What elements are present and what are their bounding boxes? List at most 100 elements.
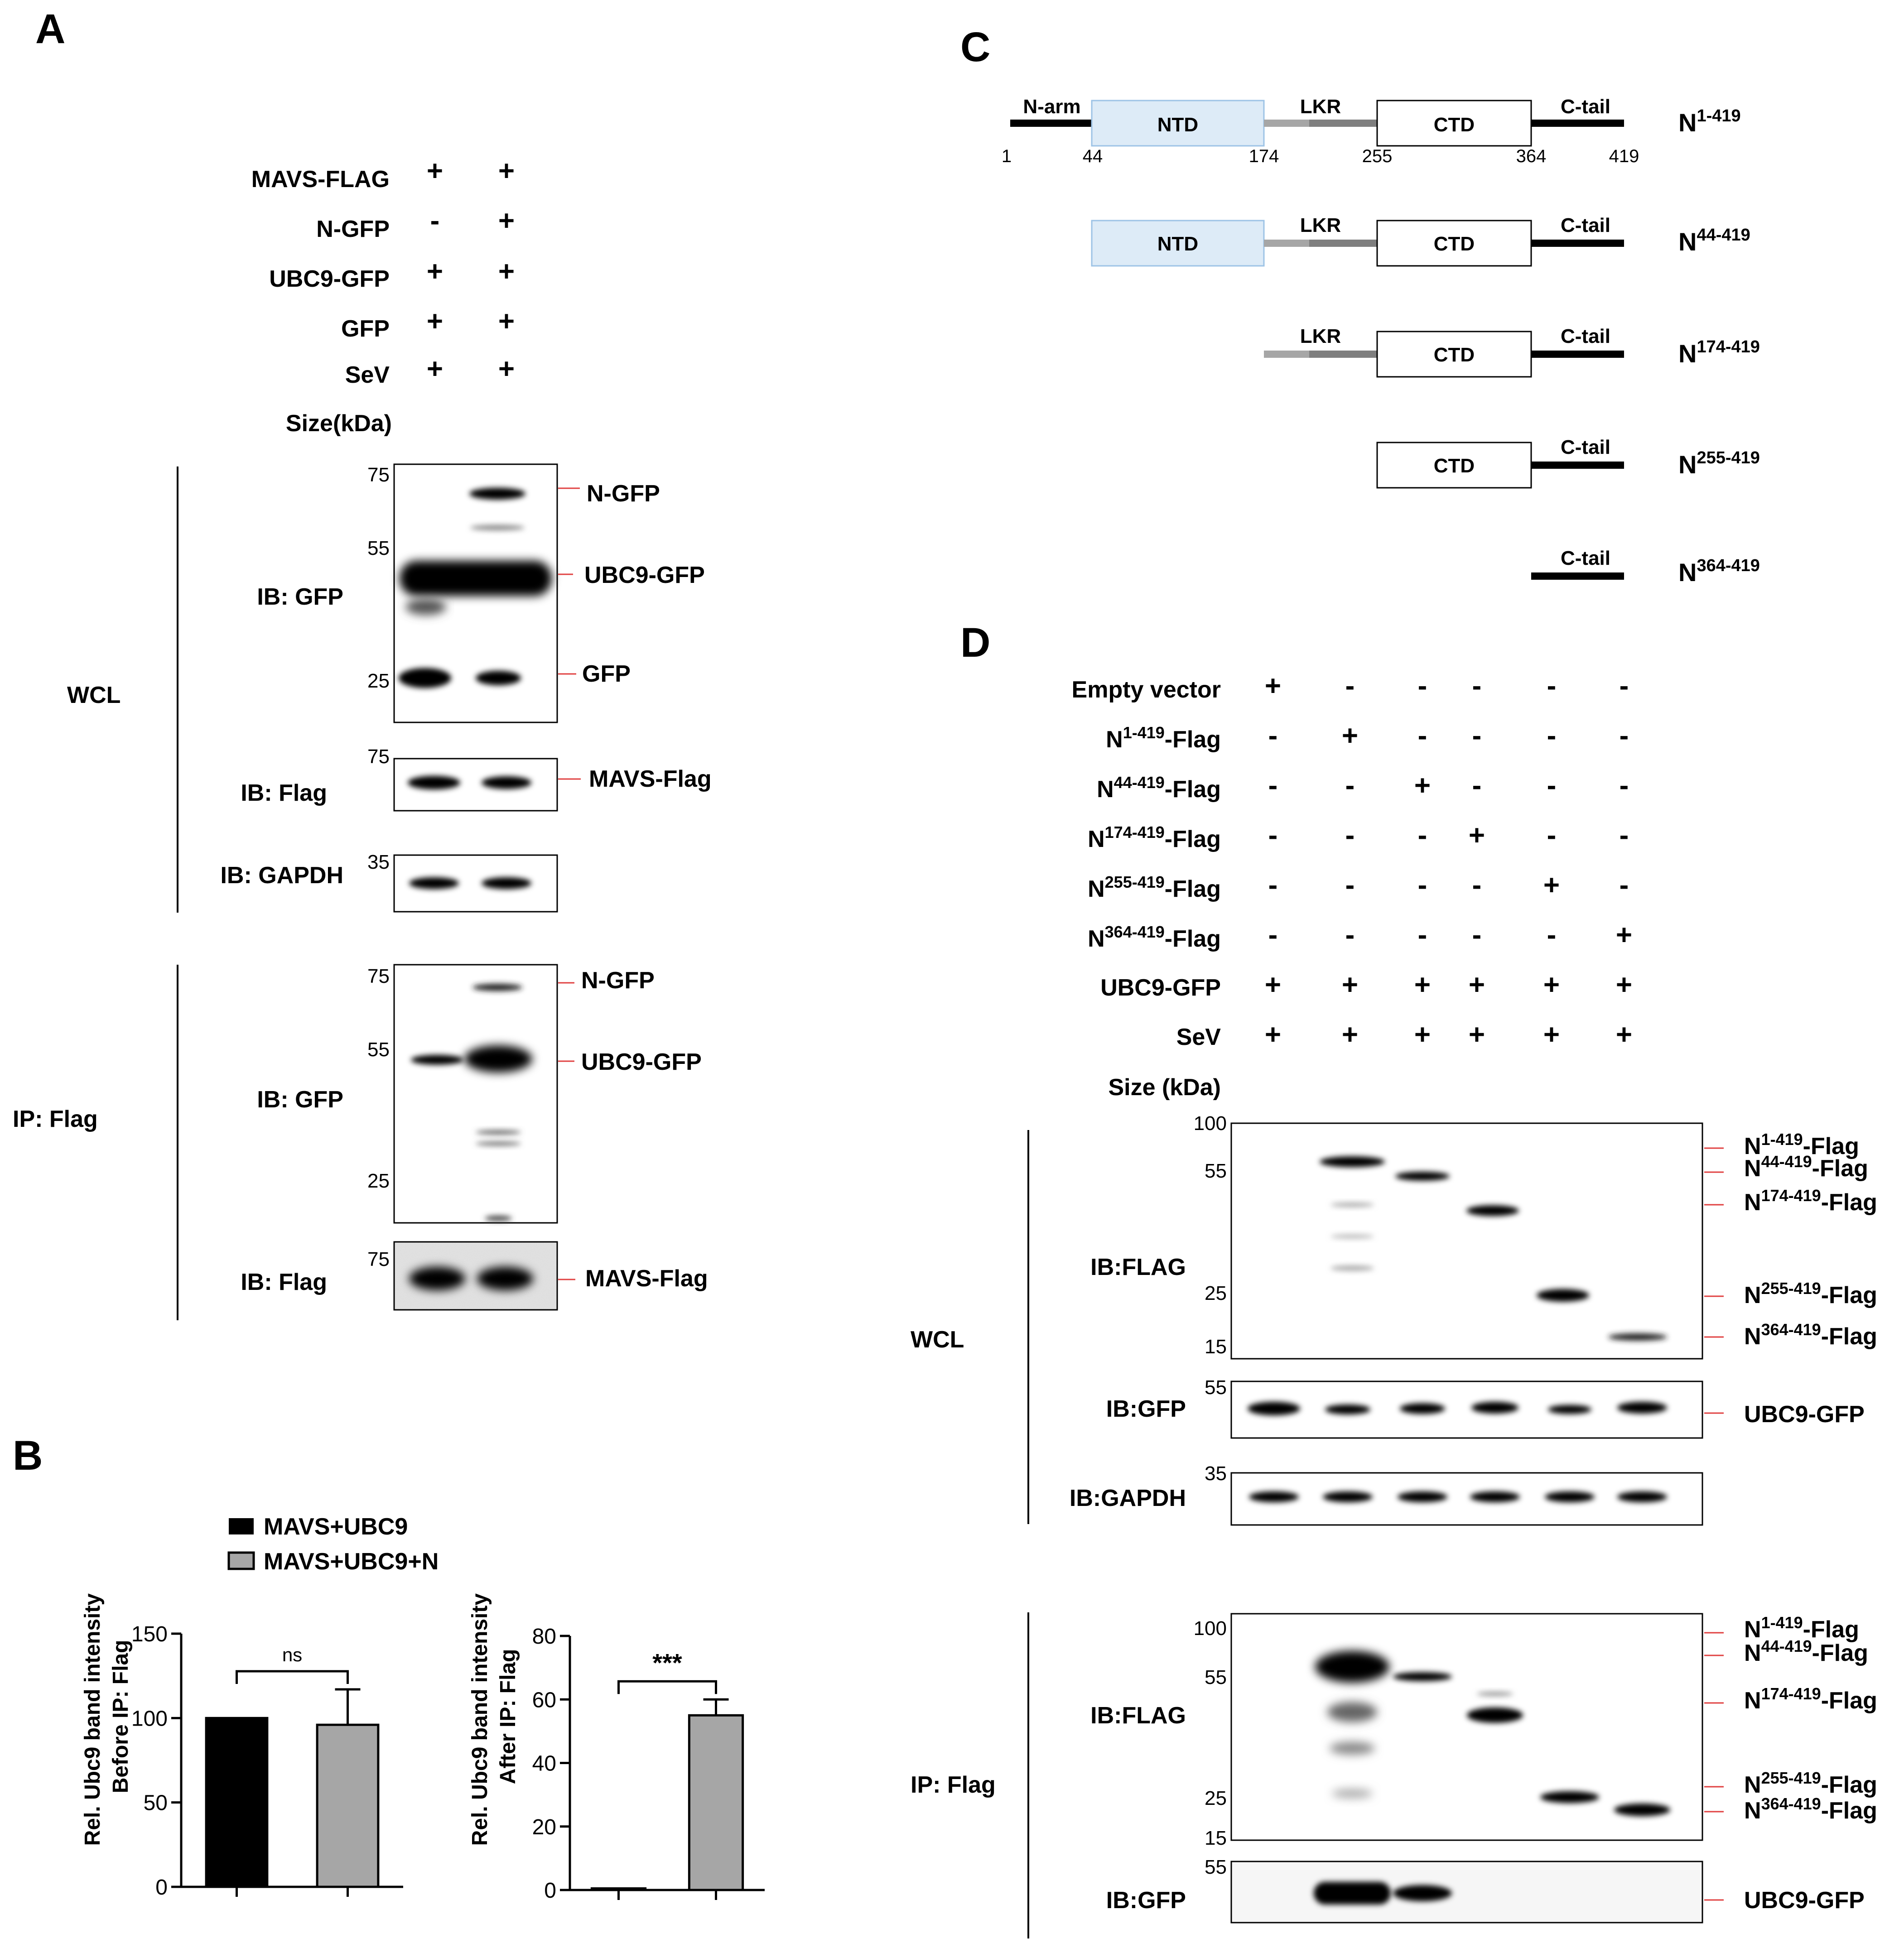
d-band <box>1393 1672 1452 1681</box>
panel-a-label: A <box>35 6 65 52</box>
construct-label: N44-419 <box>1678 226 1750 256</box>
position-label: 44 <box>1083 146 1103 166</box>
panel-b: B MAVS+UBC9 MAVS+UBC9+N Rel. Ubc9 band i… <box>13 1433 765 1903</box>
d-sign: - <box>1345 670 1355 702</box>
lkr-dark-segment <box>1309 351 1377 358</box>
d-sign: + <box>1543 870 1560 901</box>
d-group-wcl: WCL <box>911 1327 964 1353</box>
a-band <box>472 984 522 991</box>
ctd-label: CTD <box>1434 344 1475 366</box>
d-band <box>1315 1651 1389 1683</box>
d-ib-label: IB:FLAG <box>1090 1254 1186 1280</box>
d-band <box>1398 1491 1447 1502</box>
a-ib-label: IB: GFP <box>257 1087 343 1113</box>
a-band <box>405 599 446 615</box>
d-band <box>1617 1491 1667 1502</box>
a-ib-label: IB: Flag <box>241 1269 327 1295</box>
d-band-label: N44-419-Flag <box>1744 1637 1868 1666</box>
c-tail-label: C-tail <box>1561 325 1610 347</box>
d-band <box>1467 1707 1523 1723</box>
d-mw: 55 <box>1205 1376 1227 1399</box>
n-arm-segment <box>1010 120 1092 127</box>
a-size-label: Size(kDa) <box>286 410 392 437</box>
ctd-label: CTD <box>1434 114 1475 136</box>
d-band <box>1477 1692 1513 1696</box>
d-sign: - <box>1268 770 1278 801</box>
a-band-label: MAVS-Flag <box>585 1265 708 1292</box>
lkr-light-segment <box>1264 351 1309 358</box>
d-sign: - <box>1620 870 1629 901</box>
panel-d: D Empty vector N1-419-Flag N44-419-Flag … <box>911 620 1877 1938</box>
ntd-label: NTD <box>1157 114 1198 136</box>
a-band <box>485 1216 512 1221</box>
d-sign: - <box>1547 720 1557 751</box>
d-band-label: N364-419-Flag <box>1744 1794 1877 1824</box>
a-band-label: MAVS-Flag <box>589 766 712 792</box>
d-sign: - <box>1418 820 1427 851</box>
construct-label: N364-419 <box>1678 556 1760 587</box>
y-tick-label: 40 <box>532 1752 556 1776</box>
y-tick-label: 20 <box>532 1815 556 1839</box>
ctd-domain <box>1376 220 1532 267</box>
d-sign: - <box>1620 720 1629 751</box>
construct-label: N255-419 <box>1678 448 1760 479</box>
bar <box>590 1887 647 1891</box>
d-ib-label: IB:GFP <box>1106 1887 1186 1914</box>
d-sign: + <box>1543 969 1560 1000</box>
d-mw: 100 <box>1194 1617 1227 1640</box>
d-row-label: N364-419-Flag <box>1088 923 1221 952</box>
d-band <box>1470 1491 1520 1502</box>
lkr-label: LKR <box>1300 214 1341 236</box>
d-ib-label: IB:FLAG <box>1090 1703 1186 1729</box>
y-tick-label: 100 <box>131 1707 168 1731</box>
d-sign: - <box>1472 720 1482 751</box>
a-band-label: GFP <box>582 661 631 687</box>
d-row-label: Empty vector <box>1072 677 1221 703</box>
c-tail-segment <box>1531 572 1624 580</box>
a-blot-gfp-ip <box>393 964 558 1224</box>
a-sign: + <box>427 256 443 287</box>
d-sign: + <box>1543 1019 1560 1050</box>
d-band <box>1608 1333 1667 1341</box>
lkr-light-segment <box>1264 120 1309 127</box>
d-band-label: N174-419-Flag <box>1744 1186 1877 1216</box>
construct-label: N1-419 <box>1678 106 1741 137</box>
a-sign: + <box>427 306 443 337</box>
d-sign: - <box>1472 770 1482 801</box>
significance-bracket <box>617 1680 717 1694</box>
d-group-ip: IP: Flag <box>911 1772 996 1798</box>
a-mw: 75 <box>367 965 390 987</box>
c-tail-segment <box>1531 120 1624 127</box>
d-sign: - <box>1345 820 1355 851</box>
d-mw: 55 <box>1205 1160 1227 1182</box>
significance-label: ns <box>282 1644 302 1665</box>
a-ib-label: IB: Flag <box>241 780 327 806</box>
d-sign: + <box>1616 919 1632 951</box>
a-band <box>411 1055 463 1065</box>
ctd-label: CTD <box>1434 455 1475 477</box>
d-sign: + <box>1342 969 1358 1000</box>
d-band <box>1540 1791 1599 1803</box>
a-sign: + <box>427 155 443 187</box>
ctd-domain <box>1376 331 1532 378</box>
y-tick-label: 80 <box>532 1625 556 1649</box>
a-band <box>408 776 460 789</box>
position-label: 1 <box>1002 146 1012 166</box>
significance-bracket <box>236 1670 349 1684</box>
a-ib-label: IB: GFP <box>257 584 343 610</box>
a-mw: 55 <box>367 1039 390 1061</box>
d-sign: - <box>1547 770 1557 801</box>
d-band <box>1248 1402 1300 1415</box>
d-blot-flag-wcl <box>1230 1122 1703 1360</box>
d-band-label: N255-419-Flag <box>1744 1769 1877 1798</box>
a-band <box>409 877 459 889</box>
a-sign: - <box>430 205 440 236</box>
d-ib-label: IB:GFP <box>1106 1396 1186 1422</box>
d-sign: - <box>1547 820 1557 851</box>
position-label: 364 <box>1516 146 1547 166</box>
d-mw: 25 <box>1205 1282 1227 1304</box>
a-band <box>482 776 531 789</box>
legend-label-2: MAVS+UBC9+N <box>264 1549 439 1575</box>
d-sign-grid: + - - - - - - + - - - - - - + - - - - - - + - - - - - - + - - - - - - + + + + +… <box>1265 670 1632 1050</box>
a-band <box>476 1141 521 1146</box>
